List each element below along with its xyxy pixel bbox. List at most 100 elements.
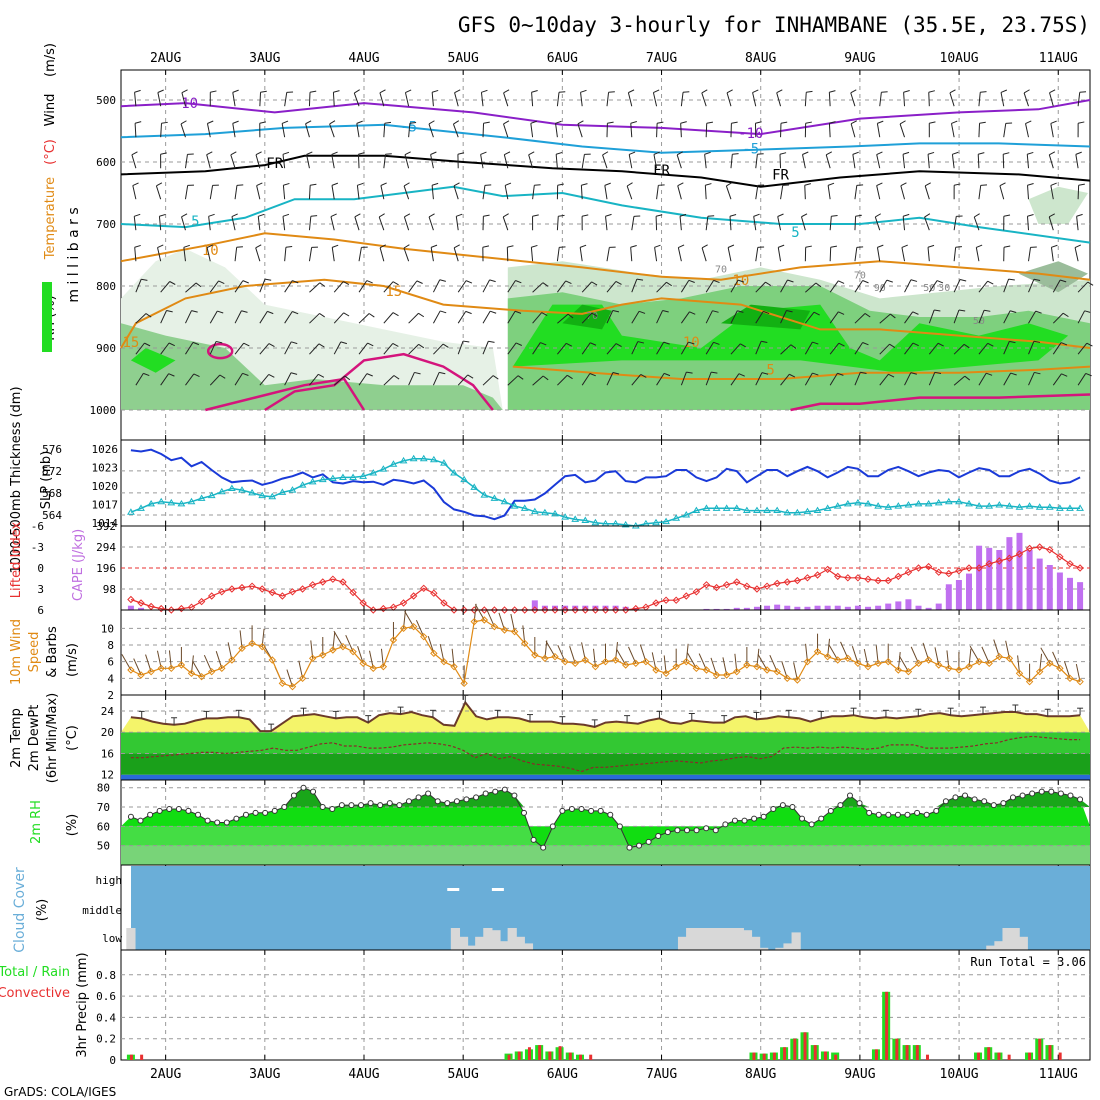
contour-label: 30 <box>938 283 950 294</box>
contour-label: 10 <box>202 243 219 259</box>
wind-barb-flag <box>1061 373 1068 377</box>
wind-barb <box>432 372 440 386</box>
wind-speed-point <box>985 659 993 668</box>
rh-legend-swatch <box>42 282 52 352</box>
wind-barb <box>953 216 957 231</box>
cape-bar <box>925 607 932 610</box>
rh-point <box>559 807 566 814</box>
wind-speed-point <box>904 667 913 676</box>
rh-band <box>512 304 1069 373</box>
lifted-index-line-group <box>127 543 1084 614</box>
wind-speed-point <box>621 661 630 669</box>
wind-speed-point <box>864 662 872 671</box>
wind-barb <box>879 343 890 355</box>
wind-barb-flag <box>837 372 844 376</box>
low-cloud-bar <box>694 928 704 950</box>
wind-barb-flag <box>1060 342 1068 346</box>
wind-barb-flag <box>236 246 243 248</box>
x-tick-label: 7AUG <box>646 51 677 66</box>
wind-barb <box>580 185 583 200</box>
wind-barb <box>209 185 214 200</box>
wind-speed-point <box>460 679 468 688</box>
wind-barb <box>507 375 519 386</box>
wind-barb <box>408 343 419 355</box>
lifted-index-point <box>329 575 337 583</box>
wind-barb-flag <box>952 151 959 155</box>
thickness-point <box>864 499 872 507</box>
wind-barb <box>383 154 387 169</box>
wind-barb-flag <box>877 244 884 248</box>
wind-barb <box>259 278 266 293</box>
y-tick-label: 568 <box>42 487 62 500</box>
lifted-index-point <box>722 581 731 589</box>
rh-point <box>310 788 317 795</box>
wind-barb-flag <box>680 121 687 124</box>
wind-barb <box>755 341 762 355</box>
lifted-index-point <box>399 599 408 607</box>
thickness-point <box>228 484 236 491</box>
thickness-point <box>773 506 782 514</box>
lifted-index-point <box>773 579 781 588</box>
cloud-cover-panel: high middle low Cloud Cover (%) <box>12 864 1091 953</box>
rh-point <box>386 800 393 807</box>
wind-barb <box>656 123 658 138</box>
wind-barb-flag <box>555 120 562 124</box>
wind-barb <box>332 92 335 107</box>
wind-barb <box>730 373 740 386</box>
wind-barb-flag <box>558 91 566 93</box>
rh-point <box>741 817 748 824</box>
rh-point <box>703 825 710 832</box>
y-tick-label: 1023 <box>92 462 119 475</box>
surface-wind-barb <box>686 652 697 669</box>
wind-barb-flag <box>180 120 187 125</box>
wind-barb-flag <box>358 152 365 155</box>
wind-barb-flag <box>144 342 151 347</box>
wind-barb-flag <box>1003 214 1011 217</box>
wind-barb-flag <box>1034 371 1041 375</box>
cape-bar <box>531 600 538 610</box>
cape-bar <box>602 605 609 610</box>
rh-point <box>693 827 700 834</box>
wind-barb-flag <box>340 341 348 345</box>
rh-point <box>597 807 604 814</box>
axis-label-cape: CAPE (J/kg) <box>71 529 86 601</box>
contour-label: FR <box>266 156 283 172</box>
wind-barb-flag <box>903 213 910 217</box>
rh-point <box>233 815 240 822</box>
wind-barb-flag <box>260 90 267 93</box>
wind-barb <box>379 247 385 262</box>
surface-wind-barb <box>639 644 647 662</box>
wind-barb <box>284 92 288 107</box>
wind-barb <box>532 282 544 293</box>
lifted-index-point <box>844 574 852 582</box>
wind-barb-flag <box>416 280 423 284</box>
convective-precip-bar <box>783 1047 787 1060</box>
wind-barb-flag <box>666 281 673 287</box>
wind-barb-flag <box>134 244 141 248</box>
thickness-point <box>874 502 883 509</box>
panels: 2AUG 3AUG 4AUG 5AUG 6AUG 7AUG 8AUG 9AUG 10AUG 11A… <box>0 43 1094 1082</box>
rh-point <box>300 784 307 791</box>
wind-barb <box>730 154 733 169</box>
wind-barb-flag <box>134 89 141 93</box>
wind-barb <box>1003 278 1010 293</box>
thickness-point <box>763 506 771 514</box>
thickness-point <box>288 486 297 493</box>
rh-point <box>271 807 278 814</box>
lifted-index-point <box>692 588 701 596</box>
thickness-point <box>682 510 691 518</box>
thickness-point <box>207 491 216 499</box>
thickness-point <box>520 504 529 511</box>
wind-barb-flag <box>156 182 163 187</box>
lifted-index-point <box>228 585 236 593</box>
wind-speed-point <box>500 626 509 634</box>
wind-barb <box>185 310 192 324</box>
wind-barb-flag <box>255 244 262 249</box>
wind-barb <box>802 154 806 169</box>
rh-band-low <box>121 845 1090 865</box>
lifted-index-cape-panel: -6 -3 0 3 6 392 294 196 98 Lifted Index CAPE (J/kg… <box>9 520 1091 617</box>
footer-credit: GrADS: COLA/IGES <box>4 1085 116 1099</box>
wind-barb-flag <box>392 281 399 286</box>
wind-barb-flag <box>802 151 809 155</box>
thickness-point <box>217 487 226 495</box>
